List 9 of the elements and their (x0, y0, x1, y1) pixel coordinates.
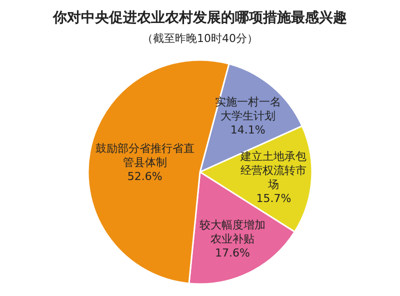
chart-subtitle: （截至昨晚10时40分） (142, 32, 258, 45)
slice-label: 鼓励部分省推行省直管县体制 (95, 142, 194, 169)
data-label: 15.7% (256, 192, 292, 206)
data-label: 14.1% (230, 124, 266, 137)
slice-label: 较大幅度增加农业补贴 (199, 218, 266, 246)
slice-label: 建立土地承包经营权流转市场 (240, 150, 307, 192)
data-label: 52.6% (127, 170, 162, 183)
chart-title: 你对中央促进农业农村发展的哪项措施最感兴趣 (52, 9, 347, 26)
data-label: 17.6% (214, 246, 250, 260)
